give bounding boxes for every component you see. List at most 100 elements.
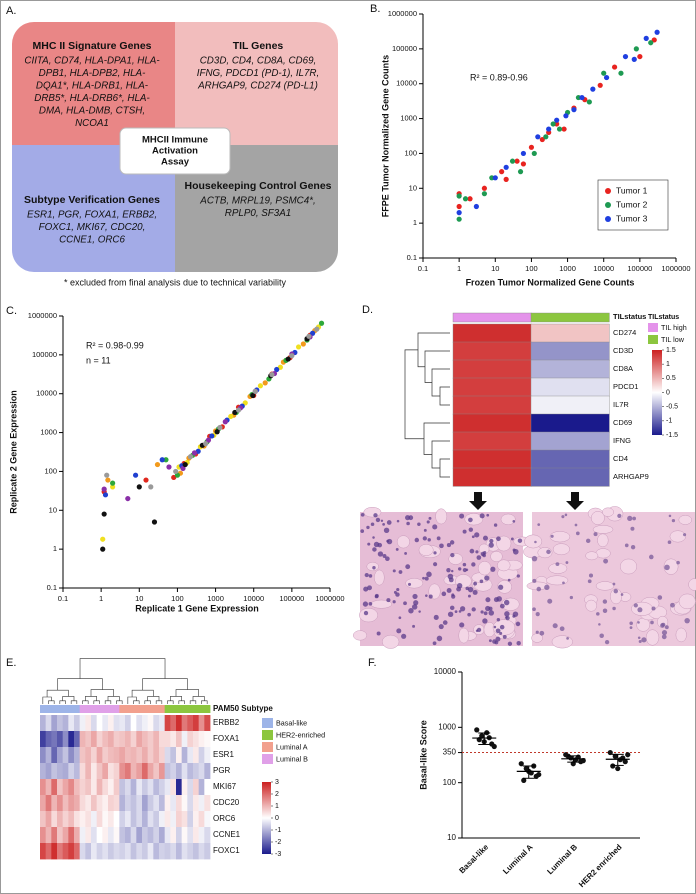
tick-label: -3 [275,851,281,858]
nucleus [469,548,475,554]
heatmap-cell [170,811,177,828]
heatmap-cell [181,747,188,764]
annotation-cell [136,705,143,713]
nucleus [405,564,411,570]
row-label: IL7R [613,400,629,409]
nucleus [432,524,438,530]
heatmap-cell [91,827,98,844]
arrow [566,492,584,510]
legend-swatch [262,718,273,728]
heatmap-cell [102,747,109,764]
heatmap-cell [452,395,532,415]
nucleus [664,625,669,630]
annotation-cell [102,705,109,713]
data-point [520,161,527,167]
tick-label: 100000 [279,594,304,603]
nucleus [366,525,370,530]
heatmap-cell [164,811,171,828]
nucleus [396,519,400,523]
y-axis-label: FFPE Tumor Normalized Gene Counts [380,55,390,217]
tick-label: 1000 [40,428,57,437]
nucleus [516,641,521,646]
annotation-cell [164,705,171,713]
data-point [166,464,172,470]
nucleus [630,526,635,531]
nucleus [446,543,451,548]
legend-label: Luminal A [276,742,308,751]
heatmap-cell [187,715,194,732]
heatmap-cell [181,731,188,748]
data-point [100,536,106,542]
tick-label: 0.1 [418,264,428,273]
data-point [556,126,563,132]
tissue-cell [669,530,686,543]
row-label: CD274 [613,328,636,337]
data-point [622,53,629,60]
heatmap-cell [187,827,194,844]
quadrant-title: MHC II Signature Genes [32,40,151,52]
data-point [610,763,616,769]
annotation-cell [130,705,137,713]
nucleus [479,513,485,519]
heatmap-cell [62,779,69,796]
data-point [250,392,256,399]
heatmap-cell [164,779,171,796]
data-point [456,193,462,199]
nucleus [407,582,412,586]
heatmap-cell [153,731,160,748]
data-point [154,461,161,468]
heatmap-cell [108,811,115,828]
data-point [289,353,295,359]
panel-label: E. [6,657,16,669]
heatmap-cell [79,715,86,732]
nucleus [383,527,390,533]
nucleus [360,529,365,533]
annotation-cell [113,705,120,713]
heatmap-cell [181,715,188,732]
panel-label: A. [6,5,16,17]
heatmap-cell [68,795,75,812]
nucleus [499,603,505,609]
heatmap-cell [452,413,532,433]
nucleus [493,625,497,629]
heatmap-cell [119,747,126,764]
heatmap-cell [57,827,64,844]
nucleus [565,561,569,564]
row-label: FOXA1 [213,734,240,743]
nucleus [433,551,437,555]
heatmap-cell [102,827,109,844]
nucleus [385,556,390,562]
heatmap-cell [153,827,160,844]
heatmap-cell [142,779,149,796]
quadrant [175,22,338,145]
nucleus [456,586,462,592]
heatmap-cell [68,747,75,764]
tissue-cell [675,627,687,643]
heatmap-cell [85,715,92,732]
heatmap-cell [79,763,86,780]
nucleus [426,520,430,524]
nucleus [637,607,643,613]
tissue-cell [592,525,614,534]
tick-label: 0.1 [58,594,68,603]
nucleus [493,523,498,527]
tick-label: 1 [413,218,417,227]
nucleus [532,607,536,612]
heatmap-cell [102,731,109,748]
data-point [535,134,541,140]
nucleus [632,516,637,521]
heatmap-cell [142,827,149,844]
heatmap-cell [74,763,81,780]
heatmap-cell [130,827,137,844]
legend-label: Basal-like [276,718,307,727]
data-point [625,752,631,758]
heatmap-cell [68,779,75,796]
data-point [631,56,637,62]
heatmap-cell [108,827,115,844]
nucleus [534,540,537,544]
nucleus [374,594,379,599]
heatmap-cell [142,811,149,828]
heatmap-cell [51,763,58,780]
heatmap-cell [62,795,69,812]
heatmap-cell [57,731,64,748]
